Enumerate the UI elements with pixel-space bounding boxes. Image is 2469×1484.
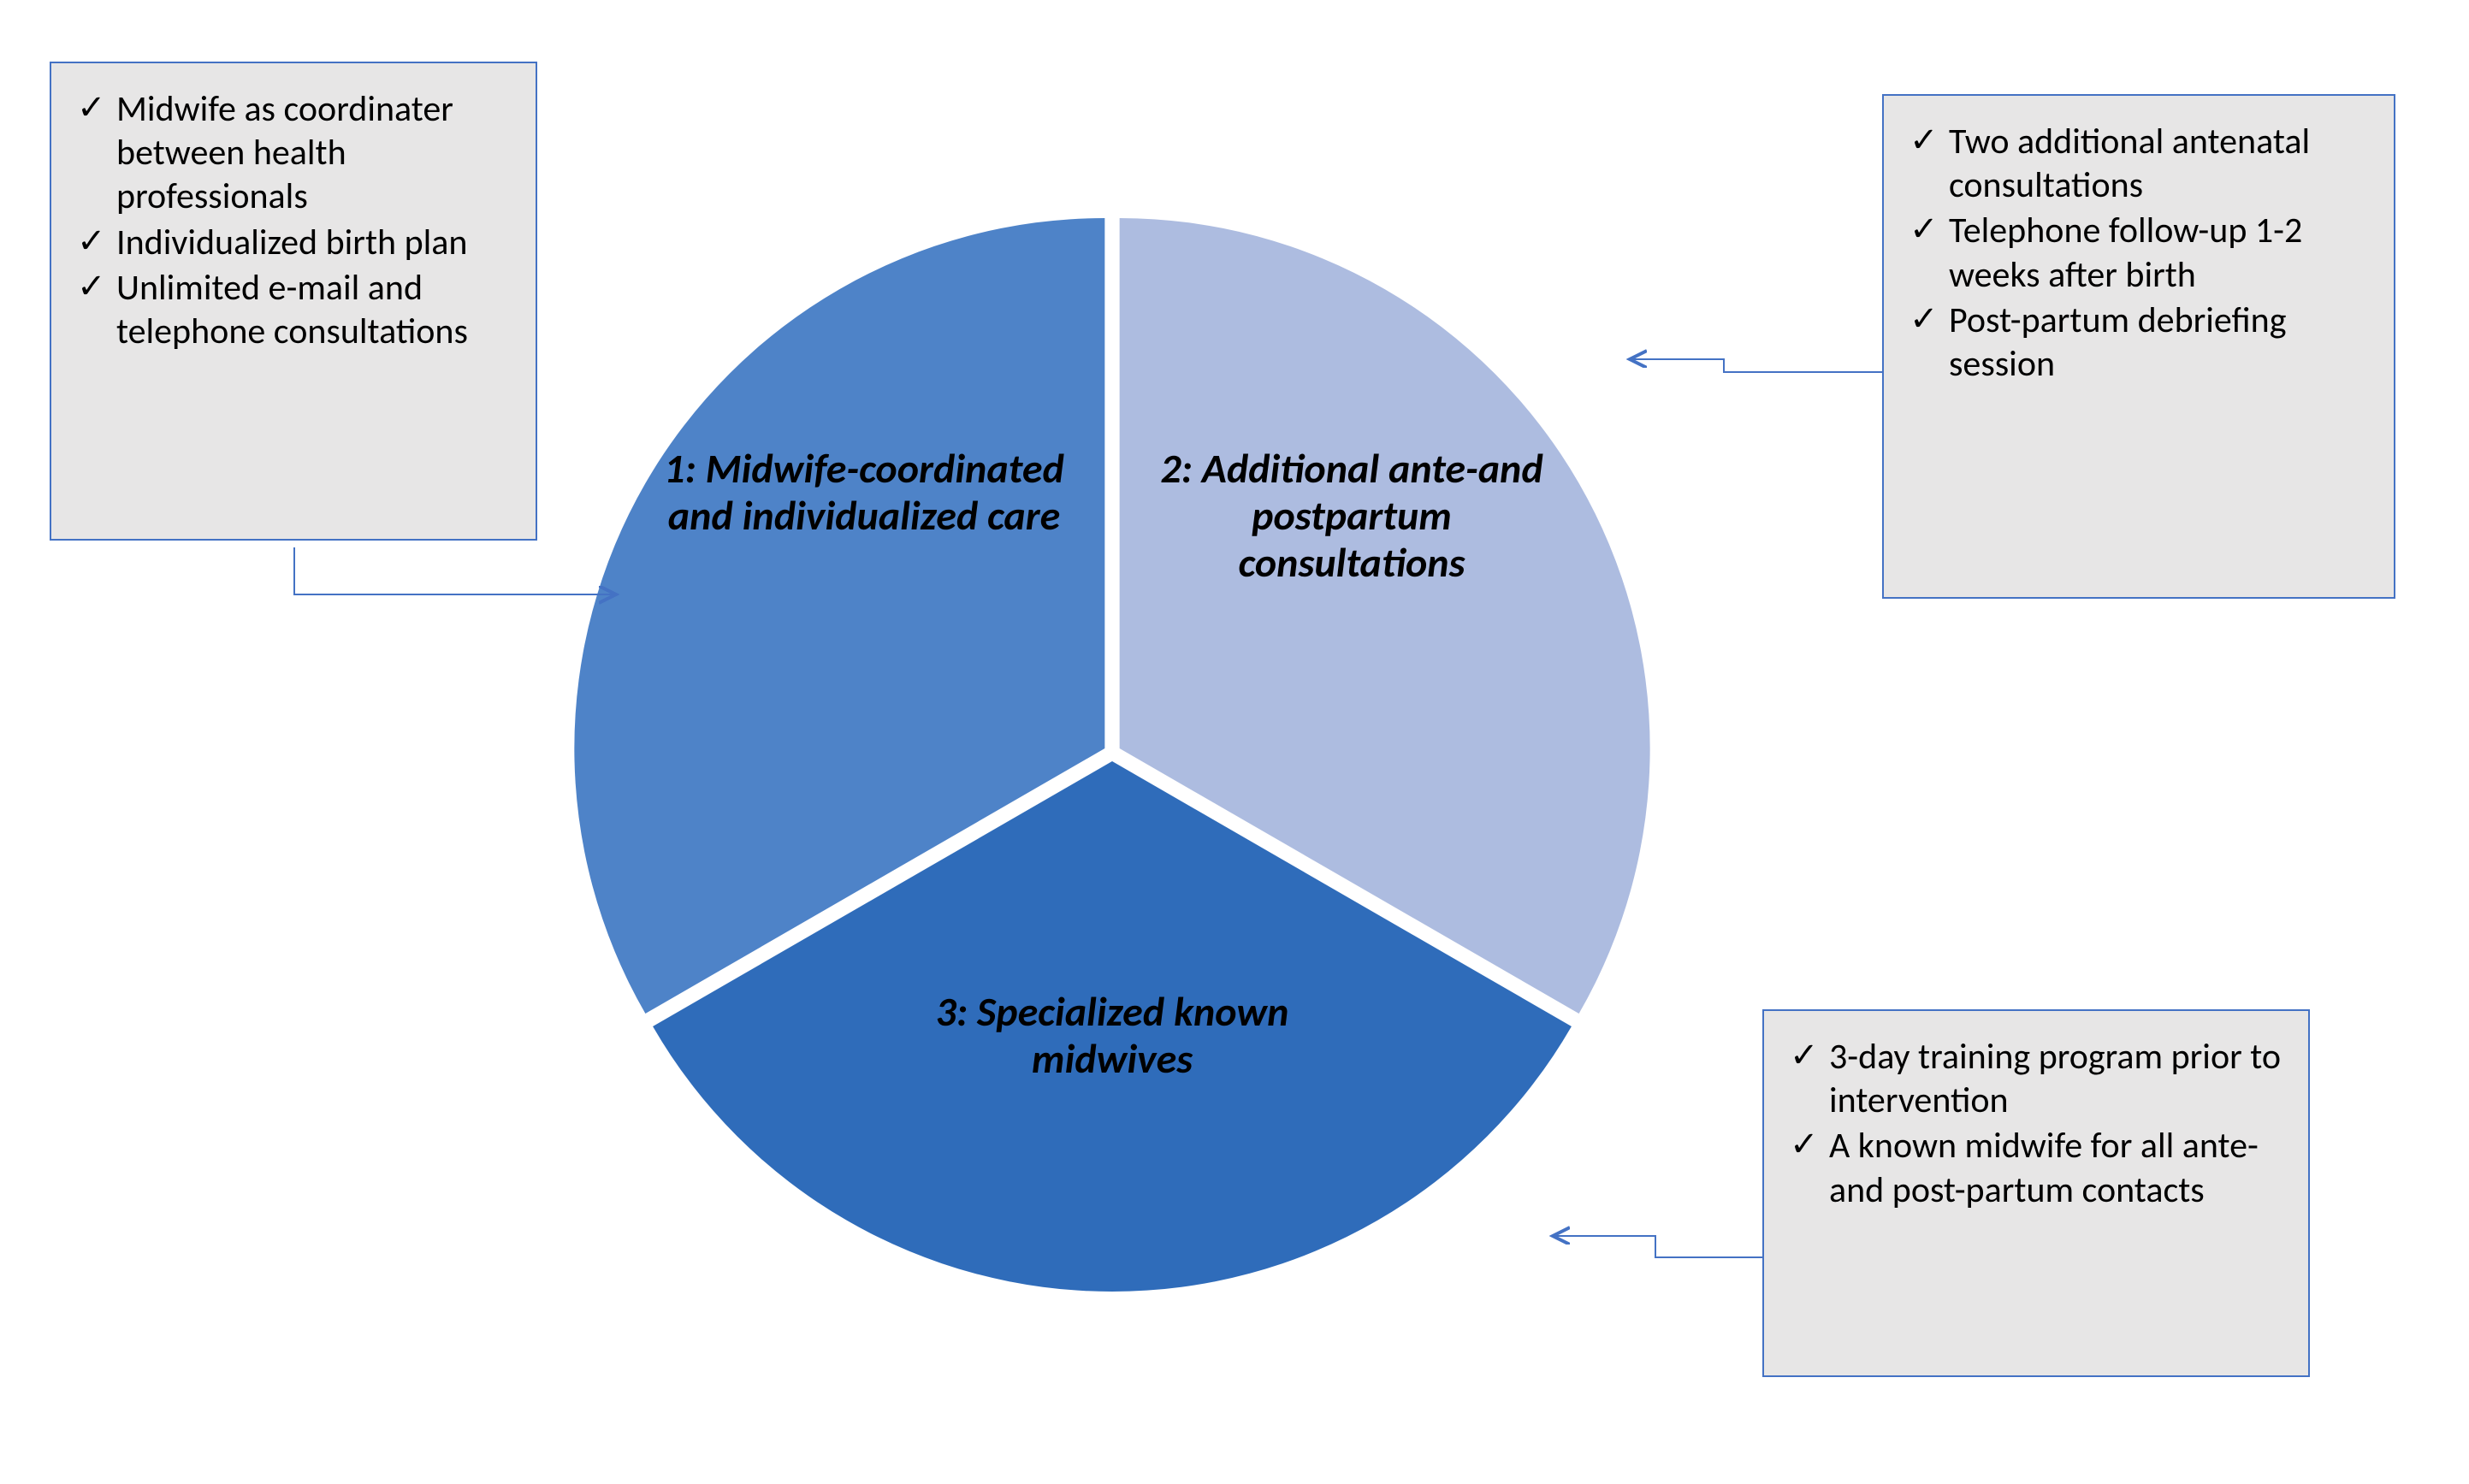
list-item: Telephone follow-up 1-2 weeks after birt… (1904, 209, 2368, 296)
list-item: Midwife as coordinater between health pr… (72, 87, 510, 219)
list-item: 3-day training program prior to interven… (1785, 1035, 2282, 1122)
info-box-specialized-midwives: 3-day training program prior to interven… (1762, 1009, 2310, 1377)
list-item: Post-partum debriefing session (1904, 299, 2368, 386)
info-box-midwife-coordinated: Midwife as coordinater between health pr… (50, 62, 537, 541)
list-item: Unlimited e-mail and telephone consultat… (72, 266, 510, 353)
list-item: A known midwife for all ante-and post-pa… (1785, 1124, 2282, 1211)
list-item: Two additional antenatal consultations (1904, 120, 2368, 207)
info-list: 3-day training program prior to interven… (1785, 1035, 2282, 1212)
list-item: Individualized birth plan (72, 221, 510, 264)
slice-label-3: 3: Specialized known midwives (898, 988, 1326, 1082)
info-list: Two additional antenatal consultations T… (1904, 120, 2368, 386)
slice-label-1: 1: Midwife-coordinated and individualize… (650, 445, 1078, 539)
info-box-additional-consultations: Two additional antenatal consultations T… (1882, 94, 2395, 599)
slice-label-2: 2: Additional ante-and postpartum consul… (1138, 445, 1566, 587)
info-list: Midwife as coordinater between health pr… (72, 87, 510, 353)
diagram-canvas: Midwife as coordinater between health pr… (0, 0, 2469, 1484)
